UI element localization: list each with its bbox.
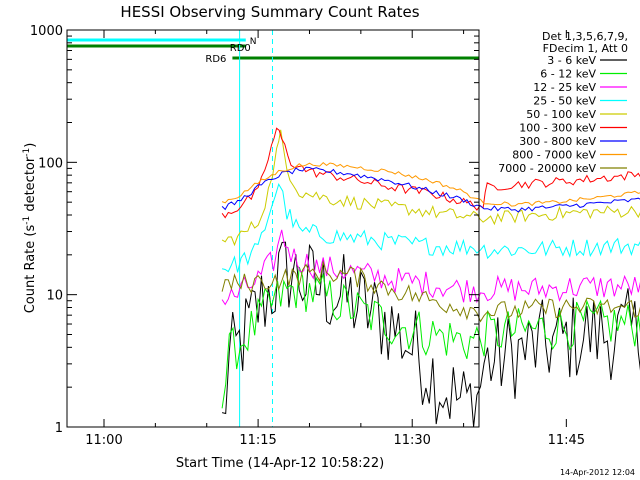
legend-label-5: 100 - 300 keV [519, 122, 596, 135]
legend-header-line2: FDecim 1, Att 0 [543, 42, 628, 55]
y-axis-label-sup2: -1 [22, 148, 32, 157]
series-line-0 [221, 241, 640, 428]
y-tick-label-2: 100 [38, 156, 63, 171]
y-tick-label-3: 1000 [30, 24, 63, 39]
marker-label-rd6: RD6 [205, 54, 226, 65]
series-line-7 [221, 162, 640, 207]
legend: Det 1,3,5,6,7,9, FDecim 1, Att 0 3 - 6 k… [498, 30, 628, 175]
legend-label-0: 3 - 6 keV [547, 54, 596, 67]
plot-frame [66, 29, 480, 428]
series-line-3 [221, 182, 640, 273]
legend-label-4: 50 - 100 keV [526, 108, 596, 121]
series-line-5 [221, 127, 640, 219]
marker-label-n: N [250, 37, 257, 47]
series-line-8 [221, 260, 640, 323]
chart-title: HESSI Observing Summary Count Rates [120, 3, 419, 21]
x-axis-label: Start Time (14-Apr-12 10:58:22) [176, 456, 384, 471]
marker-label-rd0: RD0 [230, 43, 251, 54]
y-axis-label-sup1: -1 [22, 216, 32, 225]
y-axis-label: Count Rate (s-1 detector-1) [22, 143, 38, 314]
series-line-1 [221, 266, 640, 409]
y-tick-label-1: 10 [46, 289, 63, 304]
legend-header-line1: Det 1,3,5,6,7,9, [542, 30, 628, 43]
y-axis: 1 10 100 1000 [30, 24, 479, 436]
x-tick-label-0: 11:00 [85, 433, 122, 448]
y-axis-label-mid: detector [23, 156, 38, 216]
series-line-4 [221, 129, 640, 247]
legend-label-8: 7000 - 20000 keV [498, 162, 596, 175]
saa-lines [239, 30, 273, 427]
series-line-6 [221, 166, 640, 213]
legend-label-7: 800 - 7000 keV [512, 149, 596, 162]
y-axis-label-main: Count Rate (s [23, 225, 38, 314]
legend-label-6: 300 - 800 keV [519, 135, 596, 148]
legend-label-2: 12 - 25 keV [533, 81, 596, 94]
timestamp: 14-Apr-2012 12:04 [560, 468, 635, 477]
legend-label-1: 6 - 12 keV [540, 68, 596, 81]
marker-bars [67, 38, 479, 60]
x-tick-label-3: 11:45 [548, 433, 585, 448]
legend-label-3: 25 - 50 keV [533, 95, 596, 108]
y-tick-label-0: 1 [55, 421, 63, 436]
x-tick-label-1: 11:15 [239, 433, 276, 448]
series-layer [221, 127, 640, 428]
y-axis-label-end: ) [23, 143, 38, 148]
x-tick-label-2: 11:30 [393, 433, 430, 448]
